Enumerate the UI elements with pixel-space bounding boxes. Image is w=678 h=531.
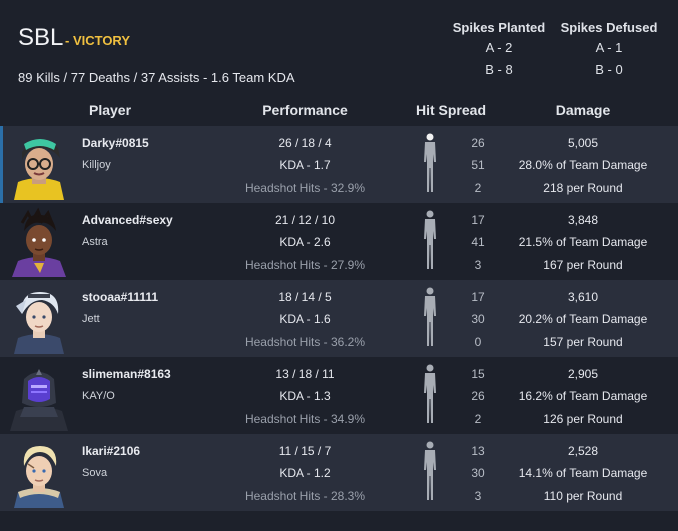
headshot-hits: Headshot Hits - 32.9% (244, 181, 366, 195)
spikes-defused: Spikes Defused A - 1 B - 0 (554, 20, 664, 77)
headshot-hits: Headshot Hits - 27.9% (244, 258, 366, 272)
leg-hits: 3 (474, 489, 482, 503)
spikes-planted-b: B - 8 (485, 62, 513, 77)
spikes-defused-title: Spikes Defused (560, 20, 658, 35)
team-damage-share: 21.5% of Team Damage (518, 235, 648, 249)
killjoy-portrait-icon (4, 130, 74, 200)
player-row[interactable]: slimeman#8163 KAY/O 13 / 18 / 11 KDA - 1… (0, 357, 678, 434)
player-name[interactable]: Darky#0815 (82, 136, 149, 150)
player-name[interactable]: Advanced#sexy (82, 213, 173, 227)
column-header-damage[interactable]: Damage (555, 102, 611, 118)
kayo-portrait-icon (4, 361, 74, 431)
column-header-hit-spread[interactable]: Hit Spread (415, 102, 487, 118)
damage-per-round: 167 per Round (543, 258, 623, 272)
team-name: SBL (18, 24, 64, 51)
body-hits: 51 (471, 158, 485, 172)
head-hits: 13 (471, 444, 485, 458)
body-hits: 30 (471, 466, 485, 480)
spikes-defused-a: A - 1 (595, 40, 623, 55)
column-headers: Player Performance Hit Spread Damage (0, 96, 678, 126)
kda-line: 13 / 18 / 11 (275, 367, 335, 381)
column-header-performance[interactable]: Performance (262, 102, 348, 118)
agent-name: Jett (82, 313, 100, 325)
headshot-hits: Headshot Hits - 28.3% (244, 489, 366, 503)
body-hits: 30 (471, 312, 485, 326)
kda-line: 26 / 18 / 4 (278, 136, 332, 150)
damage-per-round: 218 per Round (543, 181, 623, 195)
astra-portrait-icon (4, 207, 74, 277)
damage-per-round: 126 per Round (543, 412, 623, 426)
body-hits: 26 (471, 389, 485, 403)
kda-ratio: KDA - 1.2 (279, 466, 331, 480)
team-damage-share: 14.1% of Team Damage (518, 466, 648, 480)
agent-name: Killjoy (82, 159, 111, 171)
player-row[interactable]: Ikari#2106 Sova 11 / 15 / 7 KDA - 1.2 He… (0, 434, 678, 511)
team-summary: 89 Kills / 77 Deaths / 37 Assists - 1.6 … (18, 70, 295, 85)
player-name[interactable]: stooaa#11111 (82, 290, 159, 304)
total-damage: 3,848 (567, 213, 599, 227)
jett-portrait-icon (4, 284, 74, 354)
player-row[interactable]: Advanced#sexy Astra 21 / 12 / 10 KDA - 2… (0, 203, 678, 280)
headshot-hits: Headshot Hits - 34.9% (244, 412, 366, 426)
head-hits: 17 (471, 290, 485, 304)
total-damage: 5,005 (567, 136, 599, 150)
match-header: SBL - VICTORY 89 Kills / 77 Deaths / 37 … (0, 0, 678, 96)
sova-portrait-icon (4, 438, 74, 508)
kda-line: 18 / 14 / 5 (278, 290, 332, 304)
damage-per-round: 110 per Round (543, 489, 623, 503)
kda-ratio: KDA - 1.6 (279, 312, 331, 326)
row-accent (0, 126, 3, 203)
kda-ratio: KDA - 2.6 (279, 235, 331, 249)
player-table: Darky#0815 Killjoy 26 / 18 / 4 KDA - 1.7… (0, 126, 678, 511)
total-damage: 3,610 (567, 290, 599, 304)
agent-name: KAY/O (82, 390, 115, 402)
total-damage: 2,905 (567, 367, 599, 381)
head-hits: 15 (471, 367, 485, 381)
headshot-hits: Headshot Hits - 36.2% (244, 335, 366, 349)
match-result: - VICTORY (65, 33, 131, 48)
leg-hits: 3 (474, 258, 482, 272)
spikes-planted: Spikes Planted A - 2 B - 8 (444, 20, 554, 77)
spikes-planted-title: Spikes Planted (452, 20, 546, 35)
body-hit-icon (424, 287, 436, 346)
body-hits: 41 (471, 235, 485, 249)
player-row[interactable]: Darky#0815 Killjoy 26 / 18 / 4 KDA - 1.7… (0, 126, 678, 203)
kda-line: 11 / 15 / 7 (278, 444, 332, 458)
kda-ratio: KDA - 1.3 (279, 389, 331, 403)
body-hit-icon (424, 441, 436, 500)
team-damage-share: 16.2% of Team Damage (518, 389, 648, 403)
agent-name: Astra (82, 236, 108, 248)
player-name[interactable]: Ikari#2106 (82, 444, 141, 458)
body-hit-icon (424, 210, 436, 269)
leg-hits: 0 (474, 335, 482, 349)
body-hit-icon (424, 364, 436, 423)
team-damage-share: 20.2% of Team Damage (518, 312, 648, 326)
head-hits: 17 (471, 213, 485, 227)
damage-per-round: 157 per Round (543, 335, 623, 349)
team-damage-share: 28.0% of Team Damage (518, 158, 648, 172)
head-hits: 26 (471, 136, 485, 150)
agent-name: Sova (82, 467, 108, 479)
leg-hits: 2 (474, 412, 482, 426)
spikes-planted-a: A - 2 (485, 40, 513, 55)
player-name[interactable]: slimeman#8163 (82, 367, 171, 381)
kda-ratio: KDA - 1.7 (279, 158, 331, 172)
column-header-player[interactable]: Player (88, 102, 132, 118)
leg-hits: 2 (474, 181, 482, 195)
body-hit-icon (424, 133, 436, 192)
spikes-defused-b: B - 0 (595, 62, 623, 77)
kda-line: 21 / 12 / 10 (274, 213, 336, 227)
player-row[interactable]: stooaa#11111 Jett 18 / 14 / 5 KDA - 1.6 … (0, 280, 678, 357)
total-damage: 2,528 (567, 444, 599, 458)
